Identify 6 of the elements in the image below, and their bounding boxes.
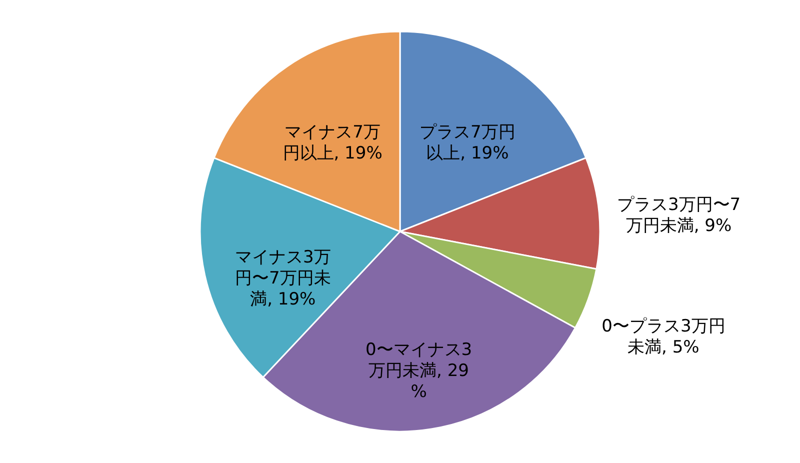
slice-label: マイナス3万円〜7万円未満, 19% — [234, 248, 331, 310]
slice-label: プラス3万円〜7万円未満, 9% — [616, 195, 741, 236]
slice-label: プラス7万円以上, 19% — [420, 122, 516, 164]
slice-label: 0〜マイナス3万円未満, 29% — [365, 340, 472, 402]
slice-label: 0〜プラス3万円未満, 5% — [602, 316, 726, 358]
slice-label: マイナス7万円以上, 19% — [282, 122, 382, 164]
